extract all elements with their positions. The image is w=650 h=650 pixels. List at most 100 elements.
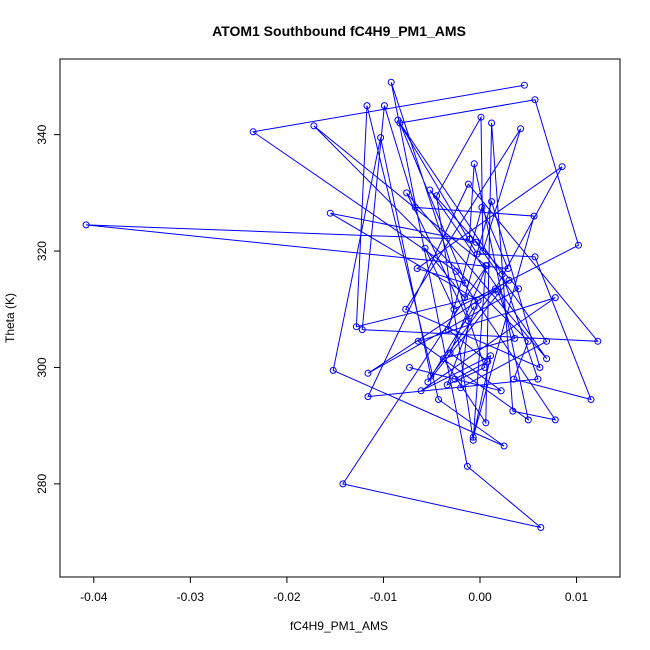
data-point xyxy=(524,337,532,345)
x-tick-label: 0.01 xyxy=(565,590,589,604)
data-point xyxy=(543,337,551,345)
data-point xyxy=(465,235,473,243)
data-point xyxy=(478,203,486,211)
data-point xyxy=(531,253,539,261)
data-point xyxy=(534,375,542,383)
data-point xyxy=(511,334,519,342)
data-point xyxy=(417,387,425,395)
data-point xyxy=(358,326,366,334)
data-point xyxy=(474,297,482,304)
data-point xyxy=(515,285,523,293)
data-point xyxy=(450,305,458,313)
data-point xyxy=(477,113,485,121)
data-point xyxy=(524,416,532,424)
y-axis-label: Theta (K) xyxy=(3,293,17,343)
chart-title: ATOM1 Southbound fC4H9_PM1_AMS xyxy=(212,23,466,39)
data-point xyxy=(364,369,372,377)
data-point xyxy=(414,337,422,345)
data-point xyxy=(470,160,478,168)
y-tick-label: 340 xyxy=(35,124,49,144)
data-point xyxy=(472,238,480,246)
data-point xyxy=(551,416,559,424)
data-point xyxy=(488,119,496,127)
data-point xyxy=(469,433,477,441)
data-point xyxy=(479,247,487,255)
data-point xyxy=(82,221,90,229)
data-point xyxy=(484,358,492,366)
x-tick-label: -0.03 xyxy=(177,590,205,604)
data-point xyxy=(363,102,371,110)
data-point xyxy=(487,352,495,360)
data-point xyxy=(551,294,559,302)
data-point xyxy=(413,265,421,272)
data-point xyxy=(424,378,432,386)
data-point xyxy=(531,96,539,104)
data-point xyxy=(446,349,454,357)
data-point xyxy=(387,78,395,86)
data-point xyxy=(421,244,429,252)
data-point xyxy=(411,203,419,211)
data-point xyxy=(575,241,582,249)
x-axis: -0.04 -0.03 -0.02 -0.01 0.00 0.01 xyxy=(80,576,589,604)
data-point xyxy=(352,323,360,331)
data-point xyxy=(464,317,472,325)
data-point xyxy=(505,276,513,284)
data-point xyxy=(457,384,465,392)
data-point xyxy=(520,81,528,89)
x-tick-label: -0.01 xyxy=(370,590,398,604)
data-point xyxy=(439,355,447,363)
y-tick-label: 300 xyxy=(35,357,49,377)
x-axis-label: fC4H9_PM1_AMS xyxy=(290,619,388,633)
data-point xyxy=(403,189,411,197)
data-point xyxy=(326,209,334,217)
data-point xyxy=(469,436,477,444)
data-point xyxy=(406,364,413,371)
data-point xyxy=(443,381,451,389)
data-point xyxy=(482,419,490,427)
data-point xyxy=(394,116,402,124)
data-point xyxy=(444,326,452,334)
data-point xyxy=(310,122,318,130)
data-point xyxy=(536,364,544,371)
data-point xyxy=(517,125,525,133)
data-point xyxy=(504,265,512,272)
data-point xyxy=(249,128,257,136)
data-point xyxy=(451,375,459,383)
data-point xyxy=(364,393,372,401)
data-point xyxy=(433,192,441,200)
data-point xyxy=(380,102,388,110)
data-point xyxy=(500,442,508,450)
data-point xyxy=(510,375,518,383)
data-point xyxy=(594,337,602,345)
data-point xyxy=(509,407,517,415)
data-point xyxy=(558,163,566,171)
data-point xyxy=(473,250,481,258)
data-point xyxy=(377,134,385,142)
data-point xyxy=(426,186,434,194)
data-point xyxy=(497,387,505,395)
data-point xyxy=(435,396,442,403)
y-tick-label: 320 xyxy=(35,241,49,261)
data-point xyxy=(339,480,347,488)
data-point xyxy=(488,198,496,206)
y-tick-label: 280 xyxy=(35,474,49,494)
series-layer xyxy=(82,78,602,531)
y-axis: 280 300 320 340 xyxy=(35,124,61,494)
data-point xyxy=(587,396,595,403)
data-point xyxy=(452,267,460,275)
data-point xyxy=(463,462,471,470)
data-point xyxy=(491,285,499,293)
data-point xyxy=(481,364,489,371)
data-point xyxy=(461,294,469,302)
data-point xyxy=(427,372,435,380)
x-tick-label: -0.02 xyxy=(273,590,301,604)
data-point xyxy=(464,180,472,188)
x-tick-label: 0.00 xyxy=(468,590,492,604)
series-line xyxy=(86,82,599,528)
data-point xyxy=(498,270,506,278)
data-point xyxy=(470,302,478,310)
data-point xyxy=(543,355,551,363)
data-point xyxy=(402,305,410,313)
